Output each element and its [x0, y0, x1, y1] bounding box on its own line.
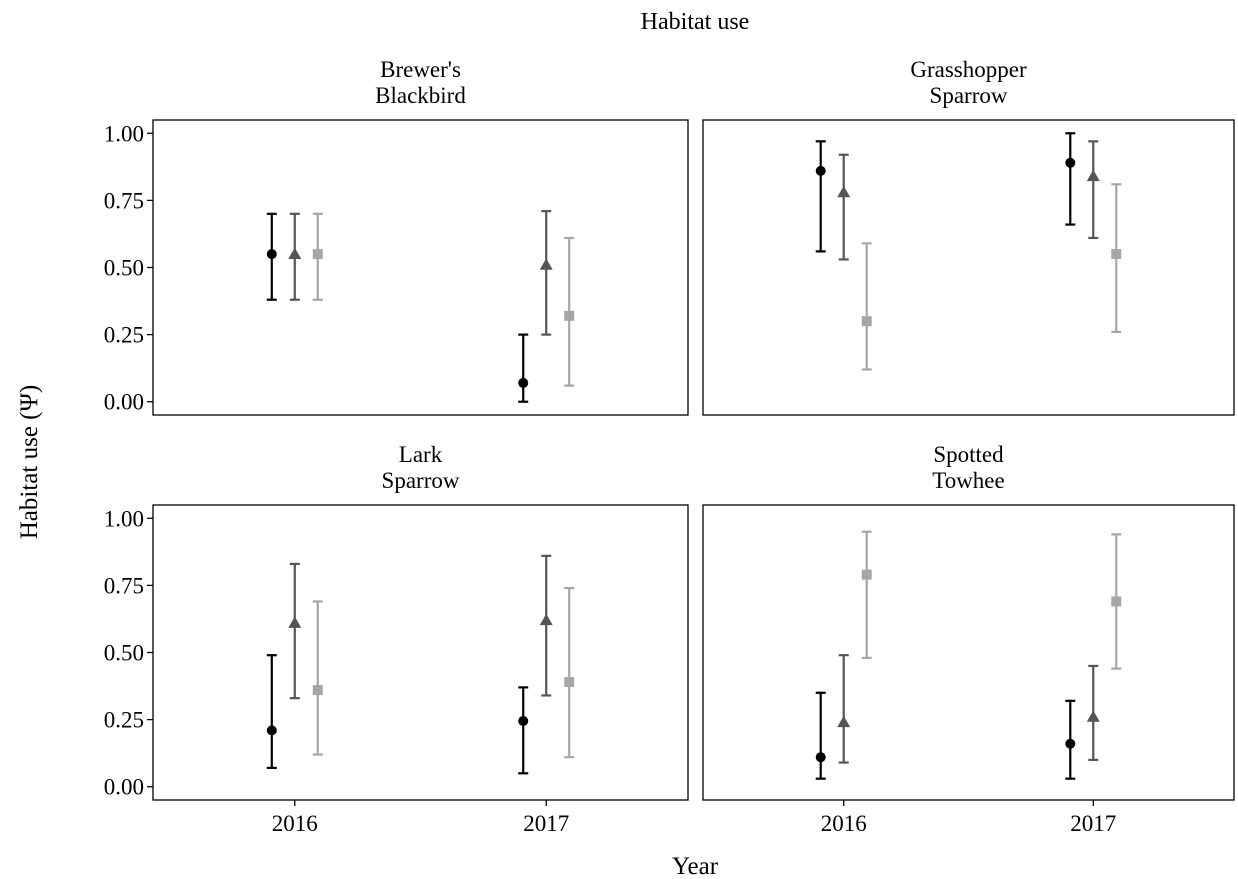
y-tick-label: 0.25 — [104, 323, 144, 348]
panel-title-line: Sparrow — [382, 468, 460, 493]
data-point-group — [861, 242, 872, 371]
data-point-group — [1086, 664, 1100, 761]
data-point-group — [518, 686, 529, 775]
panel-border — [702, 119, 1235, 416]
data-point-group — [288, 562, 302, 700]
data-point-square — [312, 685, 323, 696]
data-point-group — [1111, 183, 1122, 334]
data-point-group — [1111, 533, 1122, 670]
data-point-group — [815, 140, 826, 253]
data-point-square — [564, 677, 575, 688]
y-tick-label: 0.50 — [104, 256, 144, 281]
data-point-group — [288, 212, 302, 301]
data-point-triangle — [1086, 710, 1100, 722]
panel-border — [702, 504, 1235, 801]
y-tick-label: 0.25 — [104, 708, 144, 733]
y-tick-label: 0.00 — [104, 390, 144, 415]
panel-border — [152, 119, 689, 416]
panel-border — [152, 504, 689, 801]
data-point-circle — [1065, 738, 1076, 749]
data-point-circle — [815, 165, 826, 176]
data-point-square — [861, 316, 872, 327]
data-point-circle — [518, 715, 529, 726]
x-tick-label: 2016 — [272, 811, 318, 836]
data-point-group — [312, 212, 323, 301]
data-point-square — [861, 569, 872, 580]
y-tick-label: 1.00 — [104, 121, 144, 146]
x-tick-label: 2017 — [1070, 811, 1116, 836]
y-tick-label: 1.00 — [104, 506, 144, 531]
x-tick-label: 2017 — [523, 811, 569, 836]
y-tick-label: 0.75 — [104, 573, 144, 598]
panel-title-line: Lark — [399, 442, 443, 467]
chart-title: Habitat use — [641, 9, 750, 35]
data-point-group — [518, 333, 529, 403]
y-tick-label: 0.75 — [104, 188, 144, 213]
data-point-group — [1086, 140, 1100, 240]
panel-title-line: Spotted — [933, 442, 1004, 467]
data-point-square — [1111, 249, 1122, 260]
panel-title-line: Sparrow — [930, 83, 1008, 108]
data-point-triangle — [539, 613, 553, 626]
data-point-group — [266, 212, 277, 301]
data-point-group — [861, 530, 872, 659]
data-point-group — [312, 600, 323, 756]
x-tick-label: 2016 — [821, 811, 867, 836]
data-point-group — [539, 210, 553, 336]
data-point-group — [837, 654, 851, 764]
y-tick-label: 0.50 — [104, 641, 144, 666]
data-point-group — [1065, 132, 1076, 226]
data-point-triangle — [288, 616, 302, 628]
data-point-triangle — [539, 258, 553, 270]
data-point-circle — [518, 377, 529, 388]
data-point-group — [266, 654, 277, 770]
y-tick-label: 0.00 — [104, 775, 144, 800]
data-point-group — [564, 586, 575, 759]
data-point-group — [539, 554, 553, 697]
data-point-group — [1065, 699, 1076, 780]
panel-title-line: Blackbird — [375, 83, 466, 108]
data-point-group — [564, 236, 575, 387]
panel-title-line: Brewer's — [380, 57, 461, 82]
data-point-circle — [1065, 157, 1076, 168]
data-point-square — [312, 249, 323, 260]
panel-title-line: Towhee — [932, 468, 1004, 493]
data-point-square — [564, 310, 575, 321]
data-point-circle — [266, 725, 277, 736]
data-point-triangle — [837, 715, 851, 728]
y-axis-title: Habitat use (Ψ) — [16, 385, 43, 540]
data-point-triangle — [288, 247, 302, 259]
data-point-triangle — [837, 185, 851, 198]
data-point-group — [815, 691, 826, 780]
data-point-circle — [815, 752, 826, 763]
x-axis-title: Year — [672, 853, 719, 879]
panel-title-line: Grasshopper — [910, 57, 1027, 82]
data-point-circle — [266, 249, 277, 260]
data-point-group — [837, 153, 851, 261]
data-point-square — [1111, 596, 1122, 607]
data-point-triangle — [1086, 169, 1100, 182]
